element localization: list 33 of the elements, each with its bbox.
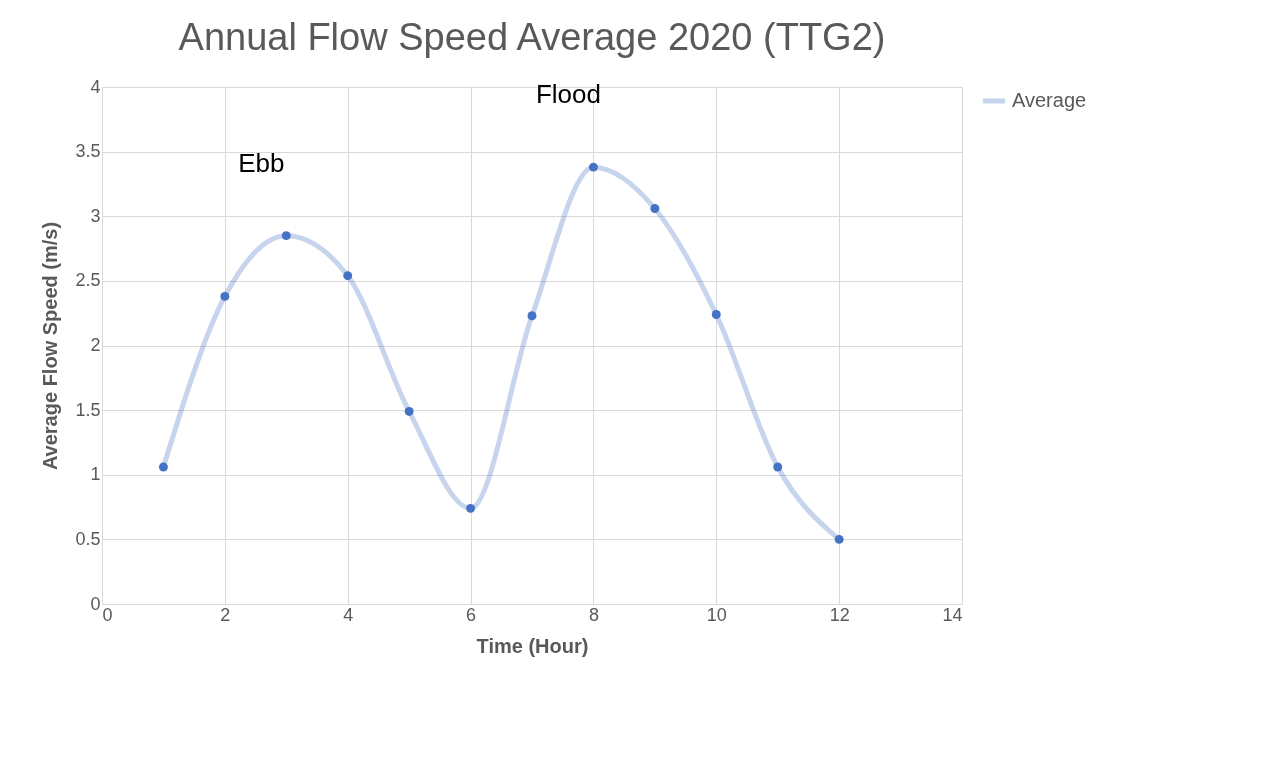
annotation: Ebb (238, 147, 285, 178)
y-tick-label: 1 (90, 464, 101, 485)
point (404, 406, 414, 416)
x-tick-label: 2 (220, 604, 231, 625)
x-tick-label: 4 (343, 604, 354, 625)
point (650, 204, 660, 213)
chart-title: Annual Flow Speed Average 2020 (TTG2) (178, 16, 886, 58)
point (588, 162, 598, 172)
annotation: Flood (535, 79, 601, 110)
y-tick-label: 2 (90, 335, 101, 355)
y-tick-label: 2.5 (75, 270, 101, 291)
point (773, 462, 783, 472)
y-tick-label: 0.5 (75, 528, 101, 549)
point (343, 271, 353, 281)
y-tick-label: 1.5 (75, 399, 101, 420)
x-tick-label: 8 (588, 604, 599, 625)
y-axis-title: Average Flow Speed (m/s) (39, 221, 62, 471)
y-tick-label: 3 (90, 205, 101, 226)
point (466, 503, 476, 513)
x-tick-label: 6 (466, 604, 477, 625)
x-tick-label: 14 (942, 604, 963, 625)
x-tick-label: 12 (829, 604, 850, 625)
point (158, 462, 168, 472)
point (220, 291, 230, 301)
y-tick-label: 4 (90, 76, 101, 97)
y-tick-label: 3.5 (75, 141, 101, 162)
point (711, 310, 721, 319)
x-axis-title: Time (Hour) (476, 634, 589, 657)
point (281, 231, 291, 241)
point (527, 311, 537, 321)
x-tick-label: 10 (706, 604, 727, 625)
point (834, 534, 844, 544)
legend-label: Average (1012, 89, 1087, 111)
